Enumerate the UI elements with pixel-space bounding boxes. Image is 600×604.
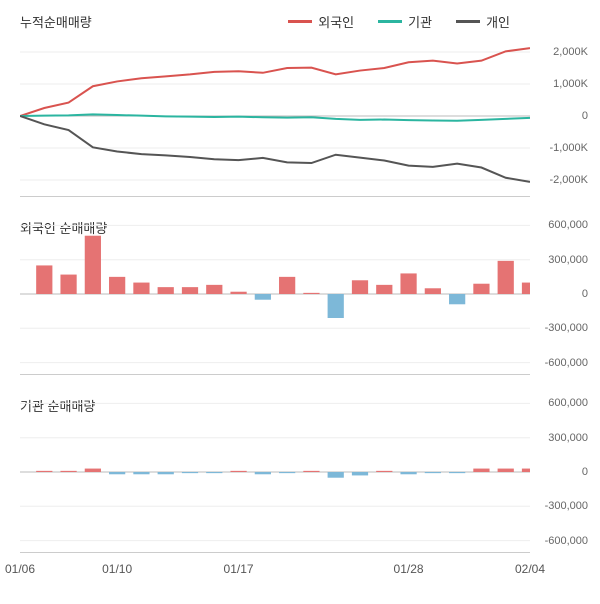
bar xyxy=(109,277,125,294)
bar xyxy=(182,472,198,473)
legend-label-foreign: 외국인 xyxy=(318,12,354,31)
panel-divider-3 xyxy=(20,552,530,553)
bar xyxy=(255,294,271,300)
bar xyxy=(473,469,489,472)
panel3-y-axis: 600,000 300,000 0 -300,000 -600,000 xyxy=(530,392,594,552)
bar xyxy=(328,294,344,318)
bar xyxy=(352,472,368,475)
bar xyxy=(425,288,441,294)
bar xyxy=(328,472,344,478)
panel1-line-chart xyxy=(20,36,530,196)
bar xyxy=(60,471,76,472)
legend-items: 외국인 기관 개인 xyxy=(288,12,510,31)
bar xyxy=(60,275,76,294)
bar xyxy=(230,292,246,294)
x-tick-label: 01/17 xyxy=(224,562,254,576)
y-tick-label: 600,000 xyxy=(548,219,588,231)
bar xyxy=(400,273,416,294)
bar xyxy=(449,472,465,473)
panel3-bar-chart xyxy=(20,392,530,552)
y-tick-label: -300,000 xyxy=(545,500,588,512)
chart-container: 누적순매매량 외국인 기관 개인 2,000K 1,000K 0 -1,000K -2,… xyxy=(0,0,600,604)
bar xyxy=(522,283,530,294)
y-tick-label: 600,000 xyxy=(548,397,588,409)
bar xyxy=(230,471,246,472)
legend-item-indiv: 개인 xyxy=(456,12,510,31)
y-tick-label: 0 xyxy=(582,288,588,300)
x-tick-label: 02/04 xyxy=(515,562,545,576)
y-tick-label: 0 xyxy=(582,466,588,478)
bar xyxy=(133,472,149,474)
bar xyxy=(279,277,295,294)
line-foreign xyxy=(20,48,530,116)
bar xyxy=(449,294,465,304)
y-tick-label: 300,000 xyxy=(548,254,588,266)
panel2-bar-chart xyxy=(20,214,530,374)
legend-line-indiv xyxy=(456,20,480,23)
bar xyxy=(109,472,125,474)
bar xyxy=(303,293,319,294)
bar xyxy=(158,287,174,294)
bar xyxy=(303,471,319,472)
bar xyxy=(85,469,101,472)
legend-line-foreign xyxy=(288,20,312,23)
legend: 누적순매매량 외국인 기관 개인 xyxy=(20,12,530,31)
x-tick-label: 01/28 xyxy=(394,562,424,576)
x-axis: 01/0601/1001/1701/2802/04 xyxy=(20,556,530,580)
legend-item-foreign: 외국인 xyxy=(288,12,354,31)
bar xyxy=(255,472,271,474)
bar xyxy=(473,284,489,294)
legend-item-inst: 기관 xyxy=(378,12,432,31)
bar xyxy=(133,283,149,294)
y-tick-label: -1,000K xyxy=(549,142,588,154)
legend-label-indiv: 개인 xyxy=(486,12,510,31)
panel1-y-axis: 2,000K 1,000K 0 -1,000K -2,000K xyxy=(530,36,594,196)
bar xyxy=(158,472,174,474)
legend-label-inst: 기관 xyxy=(408,12,432,31)
y-tick-label: 0 xyxy=(582,110,588,122)
legend-line-inst xyxy=(378,20,402,23)
x-tick-label: 01/10 xyxy=(102,562,132,576)
y-tick-label: 2,000K xyxy=(553,46,588,58)
bar xyxy=(376,471,392,472)
bar xyxy=(352,280,368,294)
panel2-y-axis: 600,000 300,000 0 -300,000 -600,000 xyxy=(530,214,594,374)
bar xyxy=(182,287,198,294)
y-tick-label: -600,000 xyxy=(545,535,588,547)
bar xyxy=(206,472,222,473)
x-tick-label: 01/06 xyxy=(5,562,35,576)
bar xyxy=(400,472,416,474)
bar xyxy=(206,285,222,294)
legend-title: 누적순매매량 xyxy=(20,12,92,31)
bar xyxy=(36,265,52,294)
line-inst xyxy=(20,114,530,120)
bar xyxy=(498,261,514,294)
bar xyxy=(425,472,441,473)
bar xyxy=(36,471,52,472)
y-tick-label: 300,000 xyxy=(548,432,588,444)
bar xyxy=(279,472,295,473)
line-indiv xyxy=(20,116,530,182)
panel-divider-1 xyxy=(20,196,530,197)
bar xyxy=(522,469,530,472)
panel-divider-2 xyxy=(20,374,530,375)
bar xyxy=(376,285,392,294)
y-tick-label: -300,000 xyxy=(545,322,588,334)
bar xyxy=(85,236,101,294)
y-tick-label: 1,000K xyxy=(553,78,588,90)
y-tick-label: -2,000K xyxy=(549,174,588,186)
bar xyxy=(498,469,514,472)
y-tick-label: -600,000 xyxy=(545,357,588,369)
